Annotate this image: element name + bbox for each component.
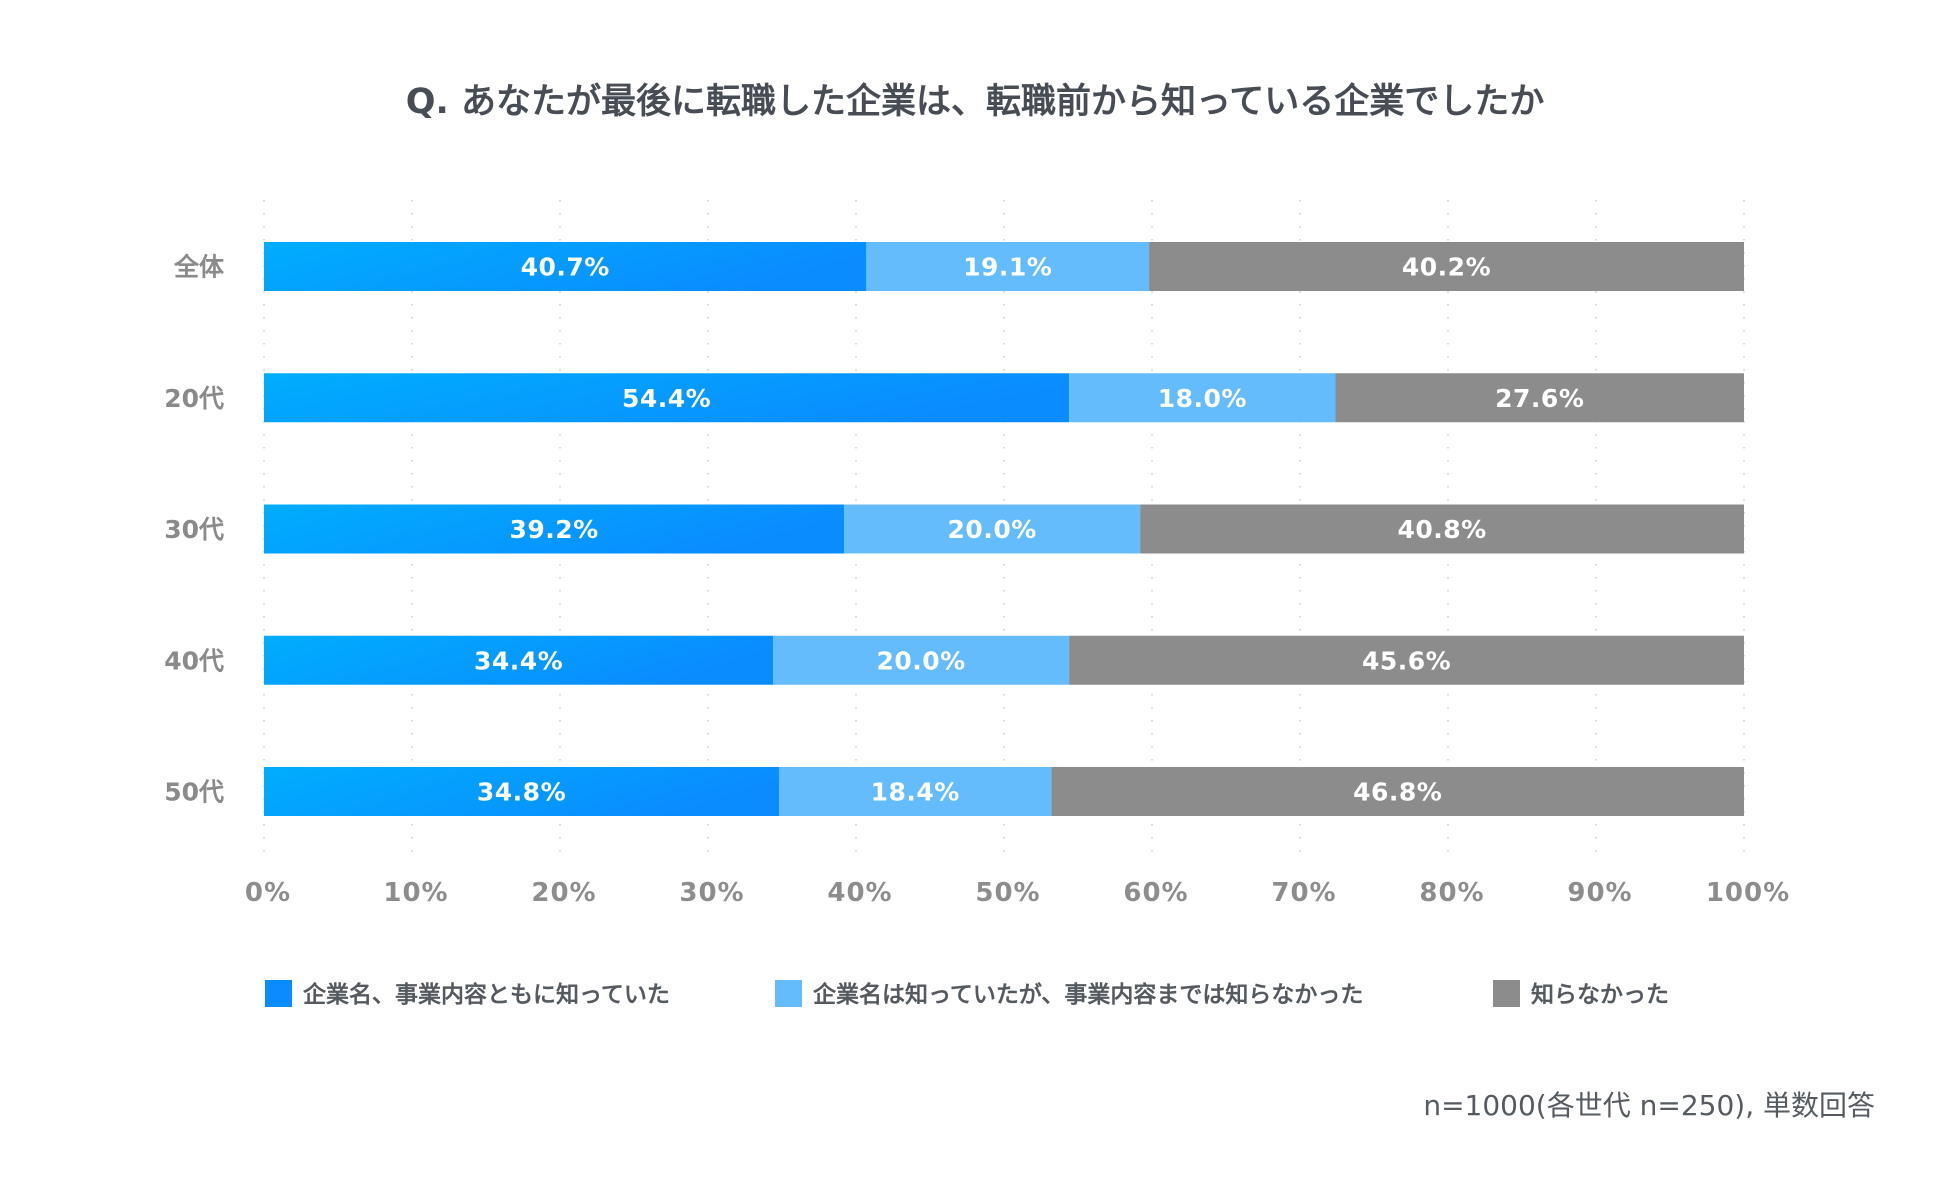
bar-segment xyxy=(1140,504,1744,554)
bar-segment xyxy=(264,635,774,685)
data-label: 40.8% xyxy=(1397,515,1486,544)
data-label: 46.8% xyxy=(1353,778,1442,807)
category-label: 20代 xyxy=(164,384,224,413)
bar-segment xyxy=(264,373,1070,423)
data-label: 20.0% xyxy=(948,515,1037,544)
bar-row: 34.8% 18.4% 46.8% xyxy=(264,767,1744,816)
legend: 企業名、事業内容ともに知っていた 企業名は知っていたが、事業内容までは知らなかった… xyxy=(265,980,1669,1008)
x-tick-label: 40% xyxy=(827,878,892,908)
legend-label: 知らなかった xyxy=(1531,981,1669,1008)
data-label: 34.8% xyxy=(477,778,566,807)
bar-segment xyxy=(1051,767,1744,816)
legend-item: 企業名は知っていたが、事業内容までは知らなかった xyxy=(775,980,1363,1008)
data-label: 19.1% xyxy=(963,253,1052,282)
data-label: 20.0% xyxy=(877,646,966,675)
x-tick-label: 0% xyxy=(245,878,291,908)
data-label: 34.4% xyxy=(474,646,563,675)
bar-row: 34.4% 20.0% 45.6% xyxy=(264,635,1744,685)
legend-item: 知らなかった xyxy=(1493,980,1669,1008)
legend-swatch xyxy=(775,980,802,1007)
category-labels: 全体 20代 30代 40代 50代 xyxy=(164,253,225,807)
bar-segment xyxy=(264,242,867,291)
category-label: 全体 xyxy=(173,253,225,282)
chart-title: Q. あなたが最後に転職した企業は、転職前から知っている企業でしたか xyxy=(406,81,1545,122)
data-label: 40.7% xyxy=(521,253,610,282)
bar-row: 39.2% 20.0% 40.8% xyxy=(264,504,1744,554)
category-label: 50代 xyxy=(164,778,224,807)
x-tick-label: 20% xyxy=(531,878,596,908)
bar-segment xyxy=(1069,373,1336,423)
bars: 40.7% 19.1% 40.2% 54.4% 18.0% 27.6% 39.2% 20.0%… xyxy=(264,242,1744,816)
bar-row: 54.4% 18.0% 27.6% xyxy=(264,373,1744,423)
data-label: 54.4% xyxy=(622,384,711,413)
sample-size-note: n=1000(各世代 n=250), 単数回答 xyxy=(1423,1089,1875,1122)
bar-segment xyxy=(773,635,1070,685)
x-axis-ticks: 0% 10% 20% 30% 40% 50% 60% 70% 80% 90% 100% xyxy=(245,878,1790,908)
data-label: 40.2% xyxy=(1402,253,1491,282)
legend-label: 企業名、事業内容ともに知っていた xyxy=(302,981,670,1008)
bar-segment xyxy=(264,504,845,554)
legend-swatch xyxy=(265,980,292,1007)
bar-row: 40.7% 19.1% 40.2% xyxy=(264,242,1744,291)
data-label: 18.0% xyxy=(1158,384,1247,413)
bar-segment xyxy=(1069,635,1744,685)
legend-label: 企業名は知っていたが、事業内容までは知らなかった xyxy=(812,981,1363,1008)
x-tick-label: 30% xyxy=(679,878,744,908)
bar-segment xyxy=(264,767,780,816)
x-tick-label: 70% xyxy=(1271,878,1336,908)
x-tick-label: 10% xyxy=(383,878,448,908)
x-tick-label: 80% xyxy=(1419,878,1484,908)
bar-segment xyxy=(1149,242,1744,291)
legend-item: 企業名、事業内容ともに知っていた xyxy=(265,980,670,1008)
category-label: 30代 xyxy=(164,515,224,544)
x-tick-label: 100% xyxy=(1706,878,1790,908)
x-tick-label: 50% xyxy=(975,878,1040,908)
data-label: 27.6% xyxy=(1495,384,1584,413)
legend-swatch xyxy=(1493,980,1520,1007)
bar-segment xyxy=(779,767,1052,816)
data-label: 39.2% xyxy=(509,515,598,544)
bar-segment xyxy=(866,242,1150,291)
category-label: 40代 xyxy=(164,646,224,675)
x-tick-label: 90% xyxy=(1567,878,1632,908)
x-tick-label: 60% xyxy=(1123,878,1188,908)
data-label: 18.4% xyxy=(871,778,960,807)
bar-segment xyxy=(1335,373,1744,423)
data-label: 45.6% xyxy=(1362,646,1451,675)
bar-segment xyxy=(844,504,1141,554)
